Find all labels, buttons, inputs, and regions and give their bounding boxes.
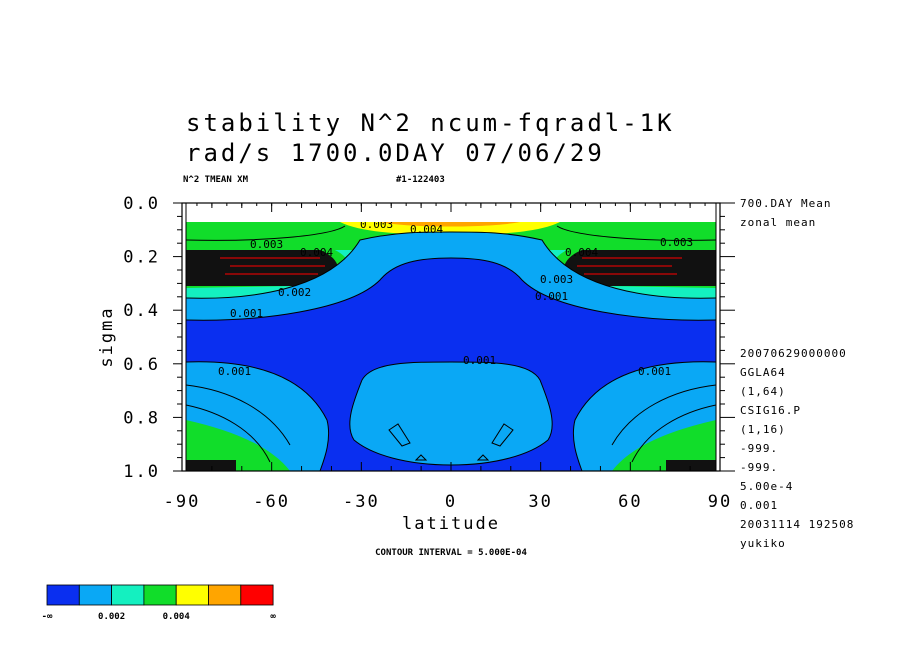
side-top-1: 700.DAY Mean [740, 197, 831, 210]
side-meta-line: yukiko [740, 537, 786, 550]
field-top-orange [380, 222, 520, 227]
y-tick-label: 0.8 [123, 408, 160, 428]
x-tick-label: 90 [708, 492, 732, 512]
y-tick-label: 0.0 [123, 194, 160, 214]
field-nh-black [563, 250, 716, 286]
field-red-streaks [220, 257, 682, 275]
title-line-2: rad/s 1700.0DAY 07/06/29 [186, 139, 605, 167]
field-sh-lower-green [186, 420, 290, 471]
x-tick-label: -30 [343, 492, 380, 512]
x-tick-label: 30 [528, 492, 552, 512]
side-meta-line: 20070629000000 [740, 347, 847, 360]
colorbar-swatch [46, 584, 80, 606]
y-tick-labels: 0.0 0.2 0.4 0.6 0.8 1.0 [123, 194, 160, 482]
contour-field: 0.003 0.004 0.003 0.003 0.004 0.004 0.00… [186, 218, 716, 471]
top-blank [182, 203, 720, 222]
side-meta-line: -999. [740, 461, 778, 474]
contour-label: 0.004 [410, 223, 443, 236]
title-line-1: stability N^2 ncum-fqradl-1K [186, 109, 675, 137]
contour-label: 0.004 [565, 246, 598, 259]
field-nh-surface-black [666, 460, 716, 471]
contour-label: 0.001 [535, 290, 568, 303]
colorbar-label: 0.004 [163, 612, 191, 622]
x-tick-labels: -90 -60 -30 0 30 60 90 [164, 492, 732, 512]
field-sh-black [186, 250, 339, 286]
field-nh-lower-green [612, 420, 716, 471]
x-tick-label: -90 [164, 492, 201, 512]
side-meta-line: 0.001 [740, 499, 778, 512]
axis-ticks [173, 202, 735, 472]
subtitle-right: #1-122403 [396, 175, 445, 185]
colorbar-label: ∞ [270, 612, 276, 622]
side-meta-line: 20031114 192508 [740, 518, 854, 531]
contour-label: 0.001 [638, 365, 671, 378]
colorbar-swatch [175, 584, 209, 606]
colorbar-swatch [143, 584, 177, 606]
contour-label: 0.001 [463, 354, 496, 367]
side-meta-line: -999. [740, 442, 778, 455]
colorbar-swatch [111, 584, 145, 606]
side-meta-line: (1,64) [740, 385, 786, 398]
y-axis-label: sigma [97, 306, 117, 367]
colorbar-label: -∞ [42, 612, 53, 622]
colorbar-swatch [208, 584, 242, 606]
colorbar: -∞ 0.002 0.004 ∞ [42, 584, 276, 622]
x-tick-label: 60 [618, 492, 642, 512]
contour-labels: 0.003 0.004 0.003 0.003 0.004 0.004 0.00… [218, 218, 693, 378]
side-top-2: zonal mean [740, 216, 816, 229]
contour-label: 0.003 [660, 236, 693, 249]
contour-label: 0.004 [300, 246, 333, 259]
subtitle-left: N^2 TMEAN XM [183, 175, 249, 185]
field-central-bubble [349, 362, 553, 465]
contour-lines [186, 225, 716, 471]
colorbar-swatch [78, 584, 113, 606]
colorbar-swatch [240, 584, 274, 606]
contour-label: 0.001 [230, 307, 263, 320]
contour-interval: CONTOUR INTERVAL = 5.000E-04 [375, 548, 527, 558]
contour-label: 0.003 [540, 273, 573, 286]
x-tick-label: -60 [253, 492, 290, 512]
x-axis-label: latitude [402, 514, 500, 534]
colorbar-label: 0.002 [98, 612, 125, 622]
side-meta-line: GGLA64 [740, 366, 786, 379]
field-sh-surface-black [186, 460, 236, 471]
y-tick-label: 1.0 [123, 462, 160, 482]
field-top-yellow [340, 222, 560, 235]
contour-label: 0.001 [218, 365, 251, 378]
contour-label: 0.003 [250, 238, 283, 251]
side-meta-line: (1,16) [740, 423, 786, 436]
contour-label: 0.003 [360, 218, 393, 231]
y-tick-label: 0.6 [123, 355, 160, 375]
side-meta-line: 5.00e-4 [740, 480, 793, 493]
y-tick-label: 0.2 [123, 248, 160, 268]
side-metadata: 20070629000000 GGLA64 (1,64) CSIG16.P (1,16)… [740, 347, 854, 550]
x-tick-label: 0 [445, 492, 457, 512]
contour-label: 0.002 [278, 286, 311, 299]
side-meta-line: CSIG16.P [740, 404, 801, 417]
y-tick-label: 0.4 [123, 301, 160, 321]
